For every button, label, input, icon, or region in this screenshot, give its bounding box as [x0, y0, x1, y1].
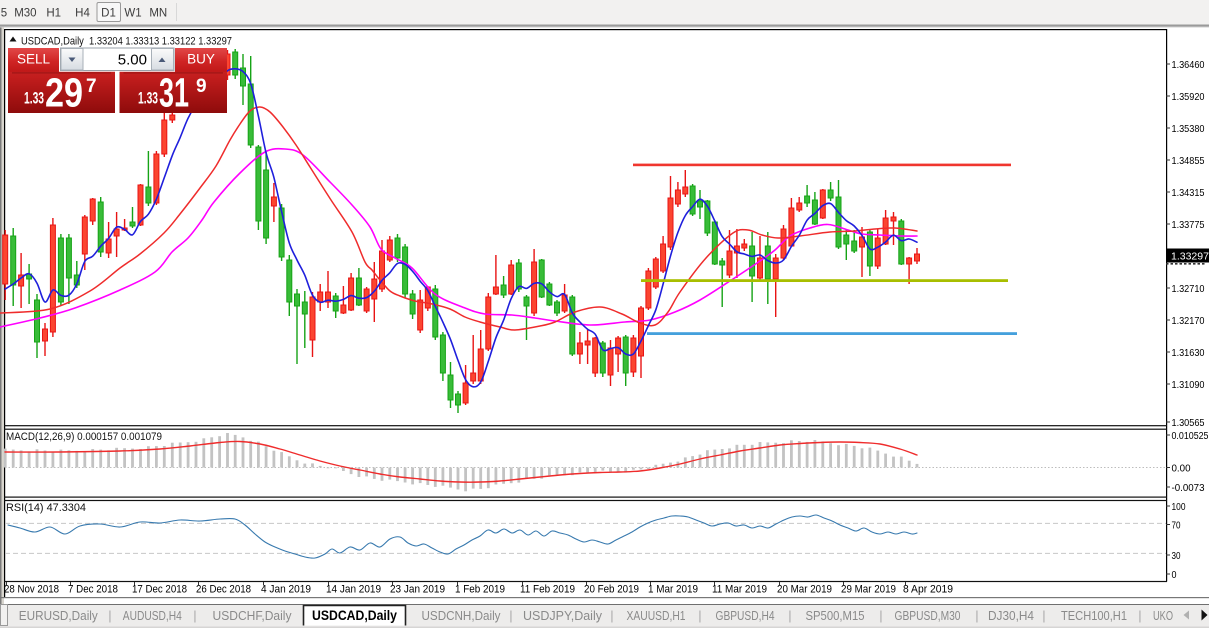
svg-text:M30: M30 — [14, 8, 36, 20]
svg-text:26 Dec 2018: 26 Dec 2018 — [196, 584, 251, 596]
svg-text:100: 100 — [1172, 501, 1186, 513]
svg-text:11 Mar 2019: 11 Mar 2019 — [712, 584, 767, 596]
svg-text:1.33297: 1.33297 — [1171, 250, 1209, 262]
svg-text:20 Mar 2019: 20 Mar 2019 — [777, 584, 832, 596]
svg-text:1.33: 1.33 — [138, 90, 158, 108]
svg-text:|: | — [509, 608, 512, 623]
svg-text:29: 29 — [45, 70, 83, 116]
svg-text:31: 31 — [159, 70, 189, 116]
svg-text:1.32710: 1.32710 — [1172, 283, 1205, 295]
svg-text:1.36460: 1.36460 — [1172, 59, 1205, 71]
svg-text:5.00: 5.00 — [118, 52, 147, 69]
svg-text:AUDUSD,H4: AUDUSD,H4 — [123, 608, 182, 623]
svg-text:UKO: UKO — [1153, 608, 1173, 623]
svg-text:23 Jan 2019: 23 Jan 2019 — [390, 584, 445, 596]
svg-text:USDCAD,Daily: USDCAD,Daily — [312, 608, 397, 623]
svg-text:28 Nov 2018: 28 Nov 2018 — [4, 584, 59, 596]
svg-text:XAUUSD,H1: XAUUSD,H1 — [627, 608, 686, 623]
svg-text:MN: MN — [149, 8, 167, 20]
svg-text:USDCNH,Daily: USDCNH,Daily — [422, 608, 501, 623]
svg-text:4 Jan 2019: 4 Jan 2019 — [261, 584, 311, 596]
svg-text:|: | — [788, 608, 791, 623]
svg-text:|: | — [879, 608, 882, 623]
svg-text:1.30565: 1.30565 — [1172, 417, 1205, 429]
svg-text:USDJPY,Daily: USDJPY,Daily — [523, 608, 602, 623]
svg-text:RSI(14) 47.3304: RSI(14) 47.3304 — [6, 502, 86, 514]
svg-text:1 Mar 2019: 1 Mar 2019 — [648, 584, 698, 596]
svg-text:30: 30 — [1172, 550, 1181, 562]
svg-text:0.00: 0.00 — [1172, 463, 1191, 474]
svg-text:USDCAD,Daily 1.33204 1.33313: USDCAD,Daily 1.33204 1.33313 1.33122 1.3… — [21, 36, 232, 48]
svg-text:|: | — [1042, 608, 1045, 623]
svg-text:-0.0073: -0.0073 — [1172, 483, 1205, 494]
svg-text:20 Feb 2019: 20 Feb 2019 — [584, 584, 639, 596]
svg-text:|: | — [610, 608, 613, 623]
svg-text:1.35380: 1.35380 — [1172, 123, 1205, 135]
svg-text:TECH100,H1: TECH100,H1 — [1061, 608, 1127, 623]
svg-text:11 Feb 2019: 11 Feb 2019 — [520, 584, 575, 596]
svg-text:14 Jan 2019: 14 Jan 2019 — [326, 584, 381, 596]
svg-text:0.010525: 0.010525 — [1172, 431, 1209, 442]
svg-text:1.34855: 1.34855 — [1172, 155, 1205, 167]
svg-text:1.35920: 1.35920 — [1172, 91, 1205, 103]
svg-text:W1: W1 — [124, 8, 141, 20]
svg-text:1.31630: 1.31630 — [1172, 347, 1205, 359]
svg-text:|: | — [698, 608, 701, 623]
svg-text:5: 5 — [1, 8, 7, 20]
svg-text:1.31090: 1.31090 — [1172, 379, 1205, 391]
svg-text:MACD(12,26,9) 0.000157 0.00107: MACD(12,26,9) 0.000157 0.001079 — [6, 431, 162, 443]
svg-text:H1: H1 — [46, 8, 61, 20]
svg-text:1.33: 1.33 — [24, 90, 44, 108]
svg-text:1.34315: 1.34315 — [1172, 187, 1205, 199]
svg-text:70: 70 — [1172, 519, 1181, 531]
svg-text:29 Mar 2019: 29 Mar 2019 — [841, 584, 896, 596]
svg-text:SELL: SELL — [17, 52, 51, 67]
svg-text:|: | — [1138, 608, 1141, 623]
svg-text:7 Dec 2018: 7 Dec 2018 — [68, 584, 118, 596]
svg-text:|: | — [975, 608, 978, 623]
svg-text:EURUSD,Daily: EURUSD,Daily — [19, 608, 98, 623]
svg-text:BUY: BUY — [187, 52, 215, 67]
svg-text:SP500,M15: SP500,M15 — [806, 608, 865, 623]
svg-text:1.33775: 1.33775 — [1172, 219, 1205, 231]
svg-text:7: 7 — [86, 76, 97, 97]
svg-text:|: | — [193, 608, 196, 623]
svg-text:USDCHF,Daily: USDCHF,Daily — [213, 608, 292, 623]
svg-text:GBPUSD,M30: GBPUSD,M30 — [895, 608, 961, 623]
svg-text:8 Apr 2019: 8 Apr 2019 — [903, 584, 953, 596]
svg-text:0: 0 — [1172, 569, 1177, 581]
svg-text:17 Dec 2018: 17 Dec 2018 — [132, 584, 187, 596]
svg-text:1.32170: 1.32170 — [1172, 315, 1205, 327]
svg-text:9: 9 — [196, 76, 207, 97]
svg-text:|: | — [108, 608, 111, 623]
svg-text:GBPUSD,H4: GBPUSD,H4 — [716, 608, 775, 623]
svg-text:1 Feb 2019: 1 Feb 2019 — [455, 584, 505, 596]
svg-text:D1: D1 — [101, 8, 116, 20]
svg-text:DJ30,H4: DJ30,H4 — [988, 608, 1034, 623]
svg-text:H4: H4 — [75, 8, 90, 20]
